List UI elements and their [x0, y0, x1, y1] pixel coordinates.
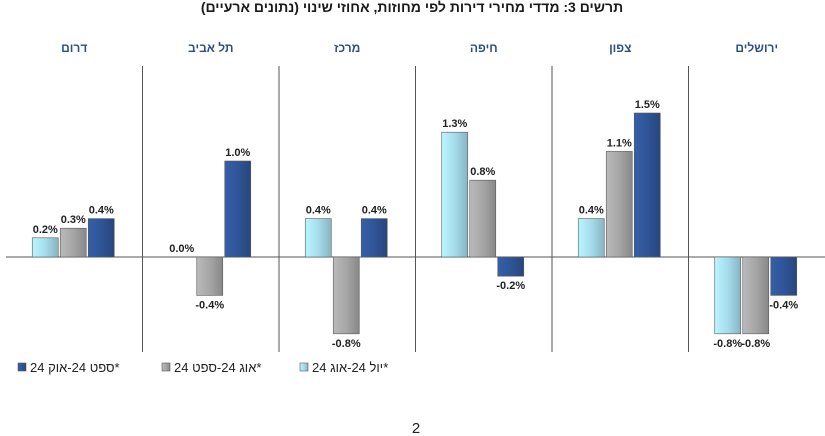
- bar: [714, 256, 742, 335]
- bar: [441, 131, 469, 258]
- legend-swatch: [161, 362, 171, 372]
- data-label: 1.3%: [442, 118, 467, 130]
- data-label: -0.2%: [496, 280, 525, 292]
- bar: [196, 256, 224, 296]
- data-label: -0.4%: [195, 299, 224, 311]
- data-label: 1.1%: [607, 137, 632, 149]
- bar: [469, 179, 497, 258]
- legend: ספט 24-אוק 24* אוג 24-ספט 24* יול 24-אוג 2…: [17, 360, 388, 375]
- bar: [770, 256, 798, 296]
- bar: [87, 218, 115, 258]
- bar: [497, 256, 525, 277]
- bar: [332, 256, 360, 335]
- data-label: 1.0%: [225, 147, 250, 159]
- bar: [59, 227, 87, 258]
- data-label: -0.8%: [741, 338, 770, 350]
- legend-label: ספט 24-אוק 24*: [30, 360, 120, 375]
- data-label: 0.4%: [306, 205, 331, 217]
- legend-label: יול 24-אוג 24*: [312, 360, 388, 375]
- bar: [304, 218, 332, 258]
- data-label: -0.8%: [332, 338, 361, 350]
- data-label: -0.4%: [769, 299, 798, 311]
- region-label: ירושלים: [735, 41, 778, 55]
- region-label: חיפה: [470, 41, 498, 55]
- data-label: 0.4%: [362, 205, 387, 217]
- region-label: דרום: [61, 41, 87, 55]
- chart-title: תרשים 3: מדדי מחירי דירות לפי מחוזות, אח…: [201, 0, 623, 15]
- data-label: -0.8%: [713, 338, 742, 350]
- region-label: צפון: [609, 41, 631, 55]
- data-label: 1.5%: [635, 99, 660, 111]
- data-label: 0.8%: [470, 166, 495, 178]
- legend-label: אוג 24-ספט 24*: [174, 360, 261, 375]
- region-label: מרכז: [334, 41, 360, 55]
- bar: [742, 256, 770, 335]
- bar: [31, 237, 59, 258]
- legend-swatch: [17, 362, 27, 372]
- legend-swatch: [299, 362, 309, 372]
- region-label: תל אביב: [188, 41, 234, 55]
- bar: [605, 151, 633, 258]
- data-label: 0.3%: [61, 214, 86, 226]
- bar: [224, 160, 252, 258]
- data-label: 0.0%: [169, 243, 194, 255]
- page-number: 2: [412, 420, 420, 436]
- bar: [577, 218, 605, 258]
- bar: [360, 218, 388, 258]
- bar: [633, 112, 661, 258]
- data-label: 0.4%: [579, 205, 604, 217]
- data-label: 0.4%: [89, 205, 114, 217]
- data-label: 0.2%: [33, 224, 58, 236]
